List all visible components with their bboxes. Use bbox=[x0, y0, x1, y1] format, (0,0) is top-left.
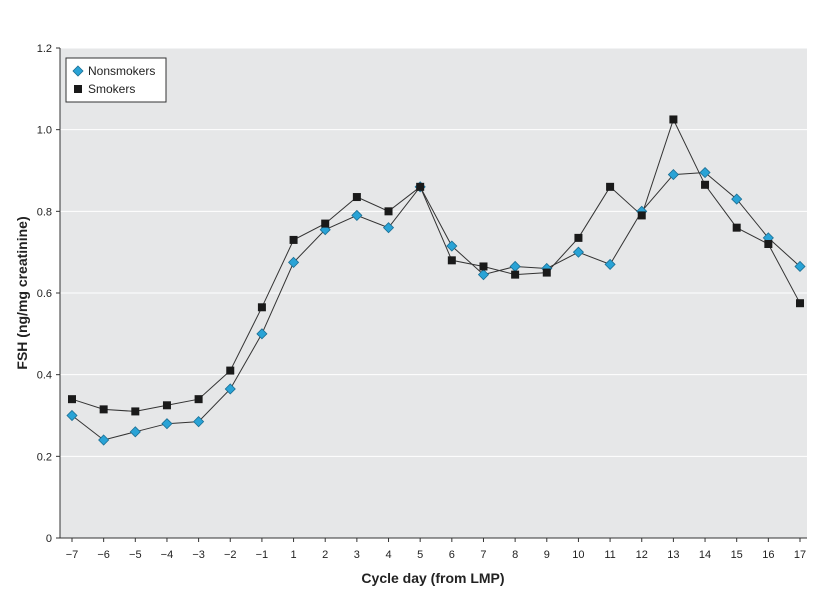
y-tick-labels: 0 0.2 0.4 0.6 0.8 1.0 1.2 bbox=[37, 43, 52, 545]
y-tick-label: 0 bbox=[46, 533, 52, 545]
x-tick-label: −6 bbox=[97, 549, 110, 561]
legend-label-smokers: Smokers bbox=[88, 82, 135, 96]
data-point-smokers bbox=[131, 407, 140, 416]
legend-label-nonsmokers: Nonsmokers bbox=[88, 64, 155, 78]
data-point-smokers bbox=[542, 268, 551, 277]
x-tick-label: 1 bbox=[291, 549, 297, 561]
data-point-nonsmokers bbox=[161, 418, 173, 430]
y-tick-label: 1.0 bbox=[37, 125, 52, 137]
data-series bbox=[66, 115, 806, 446]
data-point-smokers bbox=[796, 299, 804, 308]
x-tick-label: 10 bbox=[572, 549, 584, 561]
data-point-smokers bbox=[606, 182, 615, 191]
data-point-nonsmokers bbox=[98, 434, 110, 446]
data-point-nonsmokers bbox=[351, 209, 363, 221]
data-point-smokers bbox=[226, 366, 235, 375]
y-tick-label: 0.4 bbox=[37, 370, 52, 382]
data-point-smokers bbox=[447, 256, 456, 265]
x-tick-label: 14 bbox=[699, 549, 711, 561]
data-point-smokers bbox=[764, 240, 773, 248]
data-point-smokers bbox=[669, 115, 678, 124]
legend-marker-nonsmokers bbox=[72, 65, 84, 77]
legend-box bbox=[65, 57, 167, 103]
data-point-nonsmokers bbox=[224, 383, 236, 395]
data-point-nonsmokers bbox=[256, 328, 268, 340]
data-point-smokers bbox=[701, 180, 710, 189]
y-axis-title: FSH (ng/mg creatinine) bbox=[14, 216, 30, 369]
data-point-smokers bbox=[99, 405, 108, 414]
y-tick-label: 0.8 bbox=[37, 206, 52, 218]
data-point-smokers bbox=[194, 395, 203, 404]
x-tick-label: 5 bbox=[417, 549, 423, 561]
data-point-nonsmokers bbox=[604, 258, 616, 270]
axes bbox=[56, 47, 807, 542]
series-line-smokers bbox=[71, 118, 801, 412]
x-tick-label: 13 bbox=[667, 549, 679, 561]
data-point-nonsmokers bbox=[731, 193, 743, 205]
data-point-nonsmokers bbox=[794, 260, 806, 273]
x-tick-label: −4 bbox=[161, 549, 174, 561]
x-tick-label: 15 bbox=[731, 549, 743, 561]
x-tick-label: 7 bbox=[480, 549, 486, 561]
legend-marker-smokers bbox=[74, 85, 82, 93]
x-tick-label: −1 bbox=[256, 549, 269, 561]
x-tick-label: 9 bbox=[544, 549, 550, 561]
x-tick-label: −3 bbox=[192, 549, 205, 561]
data-point-nonsmokers bbox=[66, 409, 78, 422]
legend: Nonsmokers Smokers bbox=[65, 57, 167, 103]
data-point-nonsmokers bbox=[287, 256, 300, 268]
x-tick-label: −7 bbox=[66, 549, 79, 561]
data-point-nonsmokers bbox=[699, 166, 711, 179]
data-point-smokers bbox=[479, 262, 488, 271]
data-point-smokers bbox=[257, 303, 266, 312]
data-point-nonsmokers bbox=[129, 426, 141, 438]
x-tick-label: 17 bbox=[794, 549, 806, 561]
data-point-smokers bbox=[162, 401, 171, 410]
data-point-smokers bbox=[511, 270, 520, 279]
x-tick-label: 4 bbox=[385, 549, 391, 561]
y-tick-label: 1.2 bbox=[37, 43, 52, 55]
data-point-smokers bbox=[321, 219, 330, 228]
data-point-smokers bbox=[384, 207, 393, 216]
data-point-smokers bbox=[574, 233, 583, 242]
x-tick-label: 16 bbox=[762, 549, 774, 561]
data-point-nonsmokers bbox=[572, 246, 585, 258]
x-tick-label: 6 bbox=[449, 549, 455, 561]
data-point-nonsmokers bbox=[446, 240, 458, 252]
x-tick-labels: −7 −6 −5 −4 −3 −2 −1 1 2 3 4 5 6 7 8 9 10 11 12 13 14 15 16 17 bbox=[66, 549, 806, 561]
data-point-nonsmokers bbox=[193, 416, 205, 428]
data-point-nonsmokers bbox=[382, 222, 395, 234]
x-axis-title: Cycle day (from LMP) bbox=[361, 570, 504, 586]
data-point-smokers bbox=[352, 193, 361, 202]
x-tick-label: 2 bbox=[322, 549, 328, 561]
data-point-nonsmokers bbox=[667, 169, 679, 181]
x-tick-label: 11 bbox=[604, 549, 615, 561]
y-tick-label: 0.2 bbox=[37, 451, 52, 463]
x-tick-label: 3 bbox=[354, 549, 360, 561]
x-tick-label: 8 bbox=[512, 549, 518, 561]
data-point-nonsmokers bbox=[477, 269, 490, 281]
series-line-nonsmokers bbox=[71, 171, 801, 441]
data-point-smokers bbox=[637, 211, 646, 220]
x-tick-label: 12 bbox=[636, 549, 648, 561]
x-tick-label: −5 bbox=[129, 549, 142, 561]
data-point-smokers bbox=[68, 395, 76, 404]
data-point-smokers bbox=[732, 223, 741, 232]
x-tick-label: −2 bbox=[224, 549, 237, 561]
y-tick-label: 0.6 bbox=[37, 288, 52, 300]
data-point-smokers bbox=[416, 182, 425, 191]
data-point-smokers bbox=[289, 235, 298, 244]
